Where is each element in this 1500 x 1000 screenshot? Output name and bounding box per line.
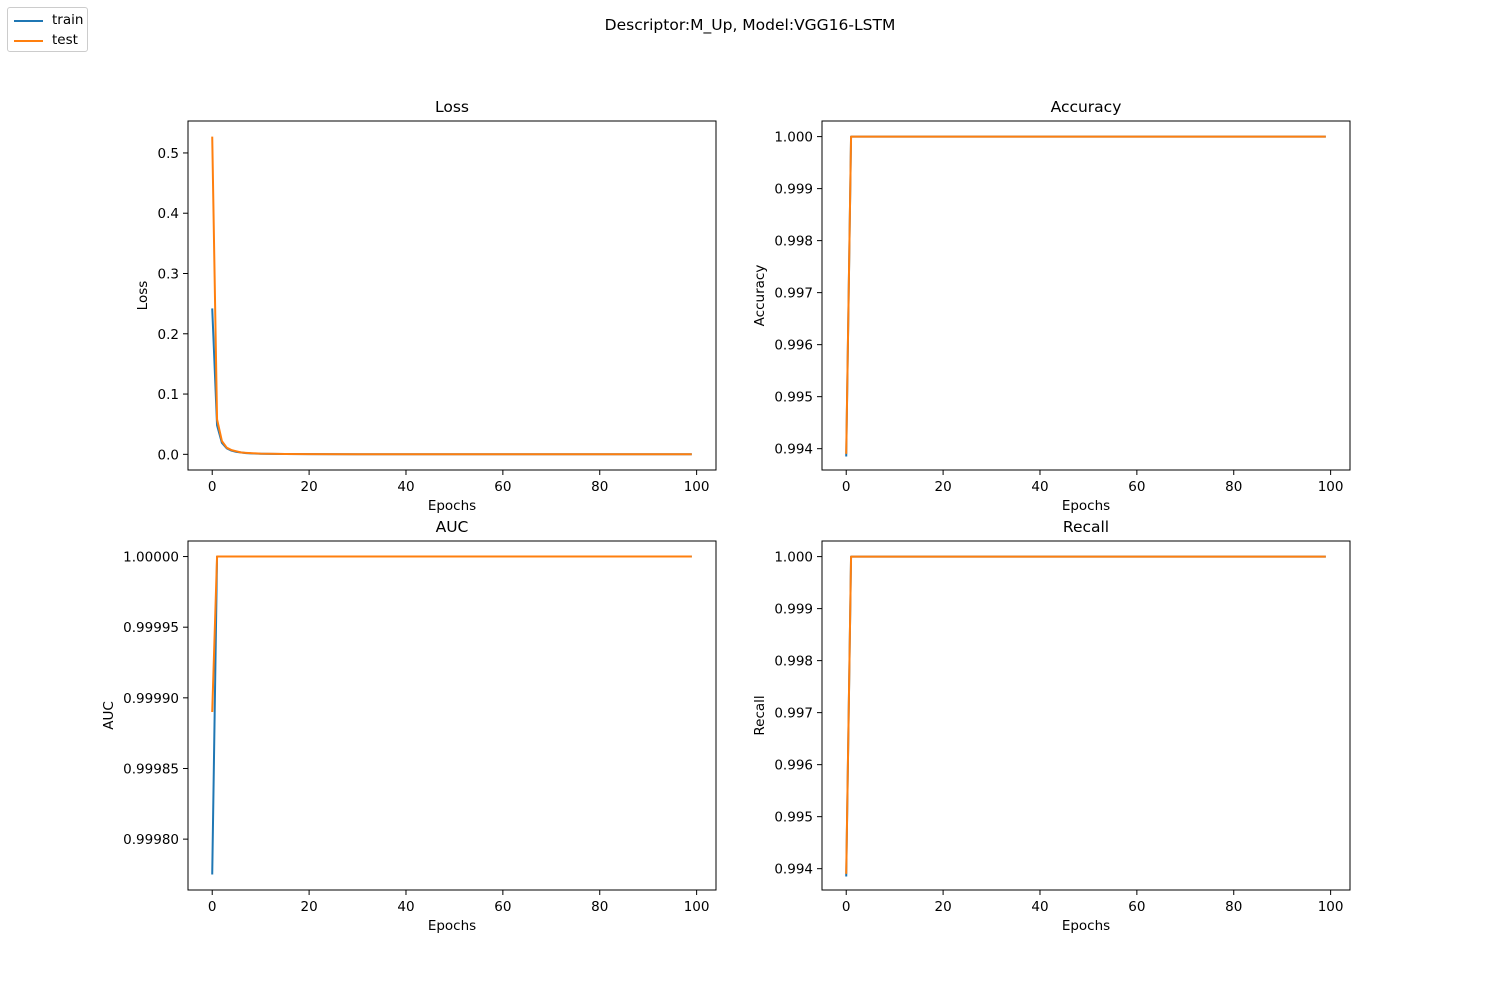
legend-item-test: test <box>8 31 89 49</box>
series-line-test-recall <box>845 555 1326 874</box>
x-tick-label-accuracy: 100 <box>1318 479 1344 495</box>
legend-swatch-test <box>14 40 43 42</box>
subplot-title-accuracy: Accuracy <box>1051 98 1122 116</box>
x-tick-label-loss: 100 <box>684 479 710 495</box>
y-tick-label-accuracy: 0.997 <box>774 286 813 302</box>
x-tick-label-loss: 80 <box>591 479 608 495</box>
x-tick-label-auc: 100 <box>684 899 710 915</box>
plot-frame-loss <box>187 120 717 471</box>
x-tick-label-recall: 0 <box>842 899 851 915</box>
series-line-train-recall <box>845 555 1326 877</box>
x-tick-label-recall: 40 <box>1031 899 1048 915</box>
x-tick-label-auc: 60 <box>494 899 511 915</box>
legend-swatch-train <box>14 20 43 22</box>
x-tick-label-accuracy: 80 <box>1225 479 1242 495</box>
subplot-loss: 0 20 40 60 80 100 0.0 0.1 0.2 0.3 0.4 0.5 Loss Epochs… <box>135 98 717 514</box>
x-tick-label-auc: 0 <box>208 899 217 915</box>
x-tick-label-auc: 20 <box>301 899 318 915</box>
x-tick-label-loss: 40 <box>397 479 414 495</box>
y-tick-label-accuracy: 0.995 <box>774 390 813 406</box>
plot-frame-auc <box>187 540 717 891</box>
x-tick-label-recall: 80 <box>1225 899 1242 915</box>
legend-item-train: train <box>8 11 89 29</box>
y-tick-label-loss: 0.4 <box>158 206 179 222</box>
y-tick-label-recall: 0.994 <box>774 862 813 878</box>
plot-frame-accuracy <box>821 120 1351 471</box>
series-line-train-accuracy <box>845 135 1326 457</box>
x-tick-label-loss: 20 <box>301 479 318 495</box>
y-axis-label-auc: AUC <box>101 701 117 730</box>
x-axis-label-recall: Epochs <box>1062 918 1110 934</box>
x-tick-label-auc: 80 <box>591 899 608 915</box>
y-tick-label-loss: 0.5 <box>158 146 179 162</box>
x-tick-label-accuracy: 60 <box>1128 479 1145 495</box>
y-tick-label-loss: 0.0 <box>158 447 179 463</box>
x-tick-label-accuracy: 0 <box>842 479 851 495</box>
y-tick-label-loss: 0.3 <box>158 266 179 282</box>
x-tick-label-accuracy: 40 <box>1031 479 1048 495</box>
y-tick-label-accuracy: 0.999 <box>774 182 813 198</box>
y-tick-label-loss: 0.1 <box>158 387 179 403</box>
subplot-recall: 0 20 40 60 80 100 0.994 0.995 0.996 0.997 0.998 0.9… <box>752 518 1351 934</box>
subplot-title-loss: Loss <box>435 98 469 116</box>
y-tick-label-accuracy: 1.000 <box>774 130 813 146</box>
subplot-auc: 0 20 40 60 80 100 0.99980 0.99985 0.99990 0.99995… <box>101 518 717 934</box>
y-tick-label-auc: 0.99980 <box>123 832 179 848</box>
x-axis-label-loss: Epochs <box>428 498 476 514</box>
y-tick-label-auc: 0.99985 <box>123 761 179 777</box>
subplot-title-auc: AUC <box>436 518 469 536</box>
x-tick-label-recall: 100 <box>1318 899 1344 915</box>
y-tick-label-recall: 0.999 <box>774 602 813 618</box>
y-tick-label-auc: 0.99995 <box>123 620 179 636</box>
y-tick-label-accuracy: 0.996 <box>774 338 813 354</box>
series-line-test-auc <box>211 555 692 713</box>
y-tick-label-recall: 0.997 <box>774 706 813 722</box>
series-line-test-accuracy <box>845 135 1326 454</box>
x-tick-label-recall: 60 <box>1128 899 1145 915</box>
x-tick-label-auc: 40 <box>397 899 414 915</box>
figure-title: Descriptor:M_Up, Model:VGG16-LSTM <box>604 16 896 34</box>
y-tick-label-auc: 0.99990 <box>123 691 179 707</box>
y-axis-label-recall: Recall <box>752 695 768 735</box>
y-tick-label-recall: 0.996 <box>774 758 813 774</box>
x-tick-label-loss: 0 <box>208 479 217 495</box>
legend-label-train: train <box>52 12 84 28</box>
y-tick-label-accuracy: 0.998 <box>774 234 813 250</box>
y-tick-label-auc: 1.00000 <box>123 550 179 566</box>
y-axis-label-accuracy: Accuracy <box>752 265 768 327</box>
subplot-title-recall: Recall <box>1063 518 1109 536</box>
series-line-test-loss <box>211 136 692 456</box>
y-tick-label-loss: 0.2 <box>158 327 179 343</box>
y-tick-label-recall: 0.998 <box>774 654 813 670</box>
x-axis-label-accuracy: Epochs <box>1062 498 1110 514</box>
y-tick-label-recall: 0.995 <box>774 810 813 826</box>
x-tick-label-loss: 60 <box>494 479 511 495</box>
x-axis-label-auc: Epochs <box>428 918 476 934</box>
series-line-train-loss <box>211 308 692 456</box>
plot-frame-recall <box>821 540 1351 891</box>
y-tick-label-recall: 1.000 <box>774 550 813 566</box>
series-line-train-auc <box>211 555 692 875</box>
y-tick-label-accuracy: 0.994 <box>774 442 813 458</box>
subplot-accuracy: 0 20 40 60 80 100 0.994 0.995 0.996 0.997 0.998 0.9… <box>752 98 1351 514</box>
x-tick-label-accuracy: 20 <box>935 479 952 495</box>
x-tick-label-recall: 20 <box>935 899 952 915</box>
legend: train test <box>7 7 88 52</box>
y-axis-label-loss: Loss <box>135 281 151 311</box>
legend-label-test: test <box>52 32 78 48</box>
